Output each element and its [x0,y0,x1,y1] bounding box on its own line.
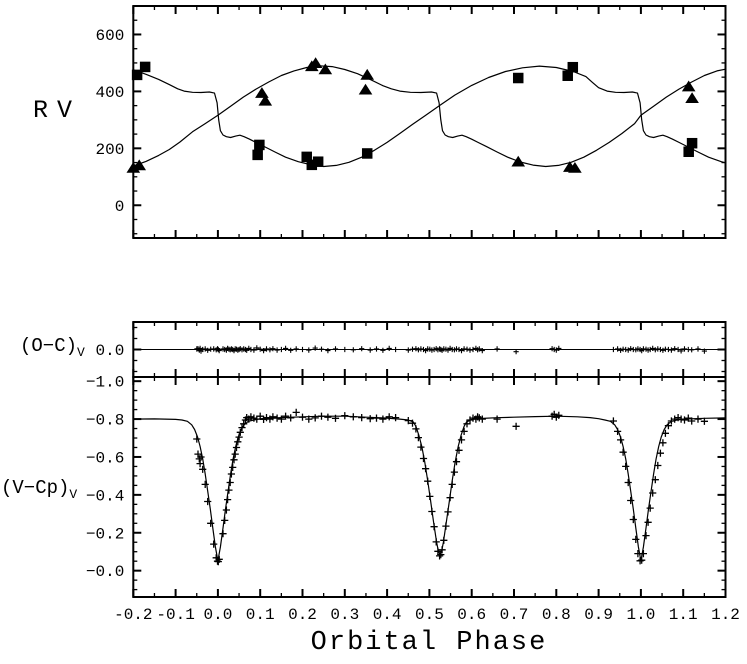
svg-text:200: 200 [95,141,124,159]
svg-text:0.5: 0.5 [415,606,444,624]
svg-text:−0.4: −0.4 [86,487,124,505]
svg-text:−0.6: −0.6 [86,449,124,467]
x-axis-label: Orbital Phase [310,628,548,658]
svg-text:−0.8: −0.8 [86,412,124,430]
svg-text:400: 400 [95,84,124,102]
svg-text:-0.1: -0.1 [156,606,194,624]
svg-text:−0.2: −0.2 [86,525,124,543]
svg-text:0.4: 0.4 [373,606,402,624]
svg-text:0.6: 0.6 [457,606,486,624]
light-curve-panel: −1.0 −0.8 −0.6 −0.4 −0.2 −0.0 -0.2 -0.1 0.0 0.1 0.… [86,374,740,624]
svg-text:0.2: 0.2 [288,606,317,624]
svg-text:-0.2: -0.2 [114,606,152,624]
svg-text:−1.0: −1.0 [86,374,124,392]
svg-text:600: 600 [95,27,124,45]
rv-axis-label: RV [33,96,82,125]
svg-text:1.2: 1.2 [711,606,740,624]
svg-text:−0.0: −0.0 [86,563,124,581]
vcp-axis-label: (V−Cp)V [1,477,78,502]
oc-axis-label-subscript: V [77,344,85,360]
svg-text:0.1: 0.1 [246,606,275,624]
svg-text:1.0: 1.0 [626,606,655,624]
svg-text:0.0: 0.0 [203,606,232,624]
oc-residuals-panel: 0.0 [95,321,727,378]
rv-panel: 0 200 400 600 [95,5,727,239]
oc-axis-label: (O−C)V [20,335,85,360]
svg-text:0.8: 0.8 [542,606,571,624]
oc-axis-label-text: (O−C) [20,335,78,357]
vcp-axis-label-subscript: V [69,486,78,502]
svg-text:0.7: 0.7 [500,606,529,624]
svg-text:0.0: 0.0 [95,342,124,360]
svg-text:0.3: 0.3 [330,606,359,624]
vcp-axis-label-text: (V−Cp) [1,477,70,499]
svg-text:1.1: 1.1 [669,606,698,624]
svg-text:0.9: 0.9 [584,606,613,624]
svg-text:0: 0 [115,198,125,216]
